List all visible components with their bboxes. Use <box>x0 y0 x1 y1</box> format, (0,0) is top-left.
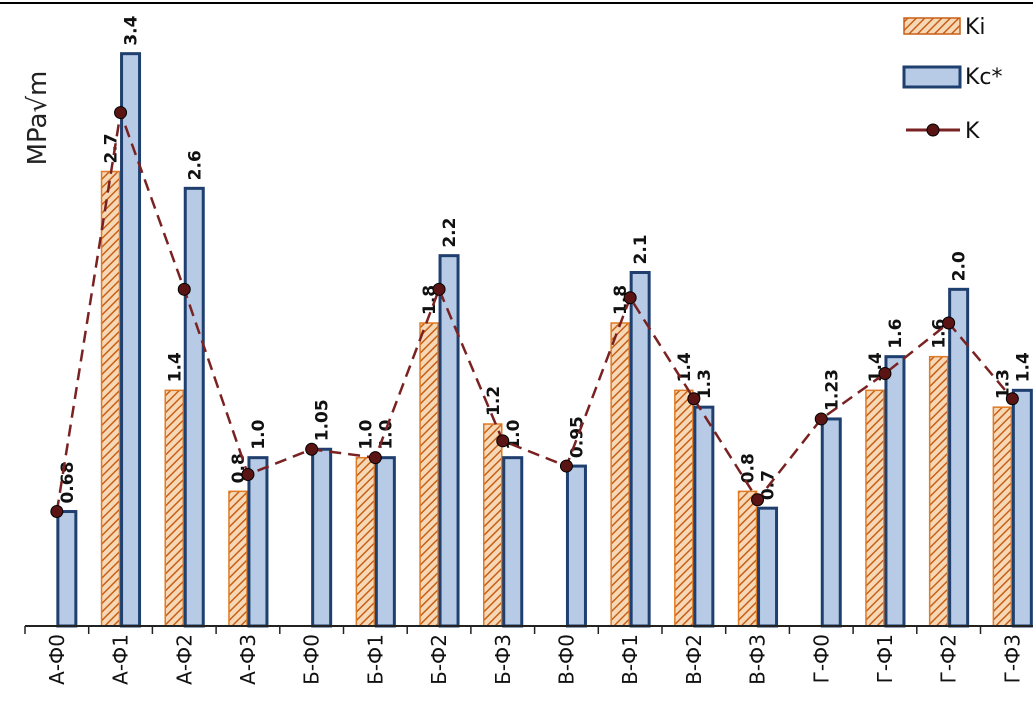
legend-label-k: K <box>965 119 980 144</box>
x-tick-label: Б-Ф0 <box>300 634 324 685</box>
ki-bar <box>865 389 885 627</box>
k-point <box>50 505 64 519</box>
x-tick-label: В-Ф3 <box>746 634 770 685</box>
legend-label-kc: Kc* <box>965 65 1003 90</box>
x-tick-label: Г-Ф0 <box>809 634 833 683</box>
x-tick-label: Б-Ф1 <box>363 634 387 685</box>
ki-data-label: 2.7 <box>102 133 122 163</box>
ki-bar <box>737 490 758 627</box>
k-point <box>878 367 892 380</box>
kc-data-label: 2.0 <box>950 251 970 281</box>
kc-data-label: 2.6 <box>185 150 205 180</box>
k-point <box>751 493 765 507</box>
k-series-line <box>55 112 1014 512</box>
kc-bar <box>884 355 906 628</box>
legend-swatch-ki <box>903 17 961 35</box>
kc-bar <box>948 287 970 628</box>
ki-data-label: 0.8 <box>739 453 759 483</box>
ki-bar <box>674 389 694 627</box>
ki-bar <box>164 389 184 627</box>
y-axis-label: MPa√m <box>23 71 53 166</box>
x-tick-label: А-Ф1 <box>109 634 133 685</box>
ki-bar <box>100 170 121 627</box>
kc-data-label: 2.2 <box>440 218 460 248</box>
kc-data-label: 1.4 <box>1013 352 1033 382</box>
legend-item-k: K <box>906 119 980 144</box>
kc-bar <box>56 510 78 628</box>
x-tick-label: В-Ф0 <box>554 634 578 685</box>
k-point <box>814 412 828 426</box>
kc-bar <box>311 447 333 628</box>
k-point <box>368 451 382 465</box>
x-tick-label: А-Ф3 <box>236 634 260 685</box>
k-point <box>241 468 255 481</box>
kc-data-label: 1.0 <box>249 419 269 449</box>
ki-bar <box>992 406 1013 627</box>
legend-marker-k <box>926 123 940 137</box>
k-point <box>1005 392 1019 406</box>
ki-data-label: 1.2 <box>484 386 504 416</box>
ki-bar <box>928 355 949 627</box>
ki-data-label: 1.3 <box>993 369 1013 399</box>
ki-bar <box>483 423 503 627</box>
legend: Ki Kc* K <box>902 15 1003 144</box>
kc-data-label: 1.05 <box>313 399 333 441</box>
kc-data-label: 1.6 <box>886 319 906 349</box>
k-point <box>432 282 446 296</box>
k-point <box>114 106 128 120</box>
kc-bar <box>565 464 587 628</box>
kc-bar <box>1011 388 1033 628</box>
x-tick-label: Б-Ф3 <box>491 634 515 685</box>
ki-data-label: 1.0 <box>356 419 376 449</box>
legend-item-ki: Ki <box>903 15 986 40</box>
x-tick-label: В-Ф2 <box>682 634 706 685</box>
x-tick-label: Г-Ф3 <box>1000 634 1024 683</box>
kc-data-label: 1.3 <box>695 369 715 399</box>
k-point <box>559 459 573 473</box>
kc-bar <box>693 405 715 628</box>
x-tick-label: А-Ф0 <box>45 634 69 685</box>
x-tick-label: Г-Ф1 <box>873 634 897 683</box>
x-tick-label: Б-Ф2 <box>427 634 451 685</box>
kc-data-label: 0.95 <box>567 416 587 458</box>
kc-data-label: 2.1 <box>631 234 651 264</box>
ki-bar <box>419 322 439 627</box>
kc-data-label: 3.4 <box>122 15 142 45</box>
kc-bar <box>120 52 142 628</box>
k-point <box>177 282 191 296</box>
kc-bar <box>247 456 269 628</box>
k-point <box>623 291 637 305</box>
kc-bar <box>374 456 396 628</box>
k-point <box>305 442 319 456</box>
legend-item-kc: Kc* <box>902 65 1003 90</box>
k-line-layer <box>50 106 1019 519</box>
x-axis-ticks: А-Ф0 А-Ф1 А-Ф2 А-Ф3 Б-Ф0 Б-Ф1 Б-Ф2 Б-Ф3 В-Ф0 В-Ф1… <box>24 626 1024 685</box>
k-point <box>496 434 510 448</box>
ki-bar <box>355 456 376 627</box>
ki-data-label: 1.4 <box>165 352 185 382</box>
ki-data-label: 1.4 <box>675 352 695 382</box>
ki-bar <box>610 322 630 627</box>
k-point <box>687 392 701 406</box>
x-tick-label: В-Ф1 <box>618 634 642 685</box>
kc-bar <box>502 456 524 628</box>
kc-bar <box>757 506 779 628</box>
kc-data-label: 1.23 <box>822 369 842 411</box>
bars-layer <box>56 52 1033 628</box>
kc-bar <box>820 417 842 628</box>
x-tick-label: Г-Ф2 <box>937 634 961 683</box>
kc-bar <box>183 186 205 628</box>
ki-bar <box>228 490 248 627</box>
legend-label-ki: Ki <box>965 15 986 40</box>
k-point <box>942 316 956 330</box>
legend-swatch-kc <box>902 65 962 89</box>
x-tick-label: А-Ф2 <box>172 634 196 685</box>
